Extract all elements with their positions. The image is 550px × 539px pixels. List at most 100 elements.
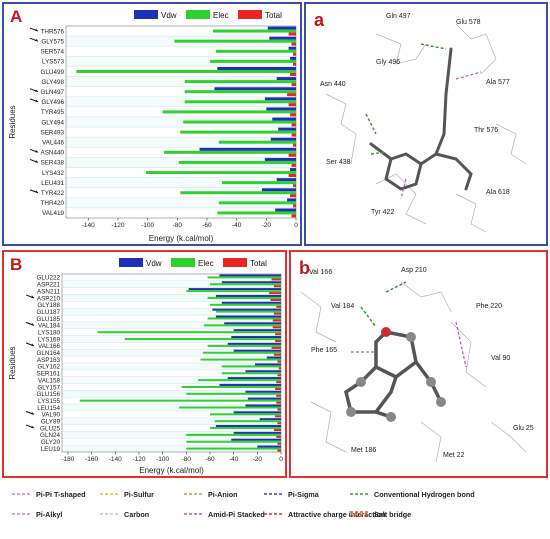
bar-total (293, 184, 296, 188)
marker-arrow-head (35, 28, 38, 32)
y-tick-label: SER493 (41, 129, 65, 136)
bar-total (275, 340, 281, 343)
bar-vdw (272, 117, 296, 121)
bar-total (291, 42, 296, 46)
x-tick-label: -40 (229, 456, 239, 463)
h-bonds-a (365, 43, 447, 155)
bar-elec (174, 39, 296, 43)
bar-elec (212, 29, 296, 33)
x-tick-label: -120 (132, 456, 145, 463)
bar-vdw (233, 329, 281, 332)
bar-vdw (214, 87, 296, 91)
bar-elec (221, 372, 281, 375)
bar-vdw (231, 336, 281, 339)
bar-elec (183, 120, 296, 124)
interaction-legend-svg: Pi-Pi T-shaped Pi-Sulfur Pi-Anion Pi-Sigma C… (12, 490, 475, 519)
y-tick-label: GLU222 (37, 275, 61, 282)
panel-label: A (10, 7, 22, 26)
bar-vdw (219, 383, 281, 386)
y-tick-label: GLU25 (40, 425, 60, 432)
y-tick-label: VAL90 (42, 412, 61, 419)
x-tick-label: -100 (141, 222, 154, 229)
x-tick-label: -20 (253, 456, 263, 463)
bar-total (287, 93, 296, 97)
bar-vdw (261, 188, 296, 192)
residue-label: Met 186 (351, 447, 376, 454)
residue-label: Gln 497 (386, 13, 411, 20)
bar-elec (209, 283, 281, 286)
bar-elec (221, 365, 281, 368)
bar-elec (207, 276, 281, 279)
legend-label: Vdw (161, 11, 177, 20)
y-tick-label: ASP210 (37, 295, 61, 302)
ligand-molecule-b (344, 330, 443, 419)
y-tick-label: ASP163 (37, 357, 61, 364)
y-tick-label: GLN497 (41, 89, 65, 96)
x-axis-label: Energy (k.cal/mol) (149, 234, 214, 243)
marker-arrow-head (35, 160, 38, 163)
bar-total (293, 52, 296, 56)
legend-swatch (186, 10, 210, 19)
bar-vdw (254, 363, 281, 366)
x-tick-label: -60 (202, 222, 212, 229)
y-tick-label: LYS573 (42, 59, 64, 66)
interaction-legend: Pi-Pi T-shaped Pi-Sulfur Pi-Anion Pi-Sigma C… (2, 480, 548, 534)
y-tick-label: VAL166 (38, 343, 60, 350)
bar-elec (124, 338, 281, 341)
bar-total (272, 326, 281, 329)
bar-vdw (199, 147, 296, 151)
bar-elec (221, 181, 296, 185)
bar-total (270, 298, 281, 301)
bar-total (273, 353, 281, 356)
bar-total (273, 285, 281, 288)
bar-vdw (233, 431, 281, 434)
y-tick-label: GLN24 (40, 432, 60, 439)
y-tick-label: LEU154 (37, 405, 60, 412)
bar-total (293, 143, 296, 147)
bar-elec (179, 406, 281, 409)
y-tick-label: THR576 (41, 28, 65, 35)
legend-label: Vdw (146, 259, 162, 268)
bar-total (275, 387, 281, 390)
bar-total (271, 346, 281, 349)
y-tick-label: GLY575 (41, 38, 64, 45)
bar-elec (186, 440, 281, 443)
y-tick-label: LYS155 (38, 398, 60, 405)
residue-label: Thr 576 (474, 127, 498, 134)
bar-elec (198, 379, 281, 382)
bar-vdw (212, 308, 281, 311)
residue-labels-b: Val 166 Asp 210 Val 184 Phe 220 Phe 165 … (309, 267, 534, 459)
y-tick-label: GLU156 (37, 391, 61, 398)
bar-vdw (217, 67, 296, 70)
y-tick-label: SER161 (37, 371, 61, 378)
panel-label: B (10, 255, 22, 274)
marker-arrow-head (31, 425, 34, 429)
bar-vdw (188, 288, 281, 291)
legend-label: Elec (198, 259, 214, 268)
bar-elec (79, 399, 281, 402)
bar-total (291, 83, 296, 87)
y-tick-label: GLY498 (41, 79, 64, 86)
bar-vdw (278, 127, 296, 131)
marker-arrow-head (31, 295, 34, 298)
residue-label: Ala 577 (486, 79, 510, 86)
x-tick-label: -180 (61, 456, 74, 463)
bar-total (269, 292, 281, 295)
bar-elec (181, 385, 281, 388)
bar-total (272, 319, 281, 322)
legend-text: Pi-Sulfur (124, 490, 154, 499)
ligand-molecule-a (369, 47, 473, 191)
bar-elec (218, 140, 296, 144)
bar-vdw (259, 418, 281, 421)
legend-label: Elec (213, 11, 229, 20)
y-tick-label: SER438 (41, 160, 65, 167)
residue-label: Val 90 (491, 355, 510, 362)
residue-label: Val 166 (309, 269, 332, 276)
energy-chart-A: A THR576 GLY575 SER574 LYS573 GLU499 GLY498 GLN… (8, 7, 298, 243)
bar-vdw (224, 322, 281, 325)
bar-elec (184, 90, 296, 94)
x-tick-label: 0 (279, 456, 283, 463)
bar-elec (215, 49, 296, 53)
y-axis-label: Residues (8, 346, 17, 379)
bar-elec (207, 317, 281, 320)
